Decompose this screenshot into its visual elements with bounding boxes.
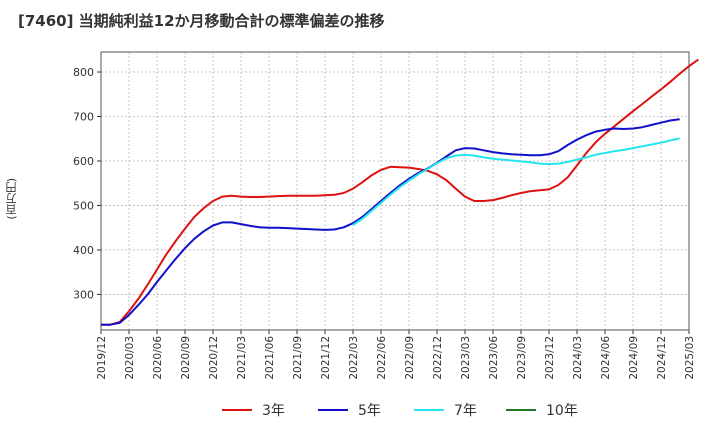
x-tick-label: 2022/03	[348, 336, 360, 380]
legend-item: 7年	[414, 400, 477, 420]
x-tick-label: 2024/12	[656, 336, 668, 380]
legend-item: 3年	[222, 400, 285, 420]
x-tick-label: 2023/06	[488, 336, 500, 380]
x-tick-label: 2021/12	[320, 336, 332, 380]
legend-swatch	[414, 409, 444, 411]
legend-swatch	[222, 409, 252, 411]
legend-label: 5年	[358, 403, 381, 419]
x-tick-label: 2024/03	[572, 336, 584, 380]
x-tick-label: 2024/09	[628, 336, 640, 380]
x-tick-label: 2023/09	[516, 336, 528, 380]
x-tick-label: 2020/06	[152, 336, 164, 380]
y-tick-label: 700	[73, 110, 94, 123]
legend-label: 3年	[262, 403, 285, 419]
chart-canvas: 300 400 500 600 700 800 2019/12 2020/03 2020/06 2…	[73, 51, 699, 380]
series-line-7年	[352, 137, 680, 226]
x-tick-label: 2021/06	[264, 336, 276, 380]
y-tick-label: 500	[73, 199, 94, 212]
x-tick-label: 2020/09	[180, 336, 192, 380]
x-tick-label: 2020/03	[124, 336, 136, 380]
chart-title: [7460] 当期純利益12か月移動合計の標準偏差の推移	[18, 12, 385, 30]
x-tick-label: 2023/03	[460, 336, 472, 380]
y-tick-label: 600	[73, 155, 94, 168]
x-tick-label: 2021/03	[236, 336, 248, 380]
x-tick-label: 2024/06	[600, 336, 612, 380]
legend-label: 10年	[546, 403, 578, 419]
legend-label: 7年	[454, 403, 477, 419]
x-tick-label: 2021/09	[292, 336, 304, 380]
x-tick-label: 2023/12	[544, 336, 556, 380]
series-line-3年	[101, 58, 699, 326]
y-tick-label: 300	[73, 288, 94, 301]
plot-frame	[100, 51, 690, 331]
legend-item: 10年	[506, 400, 578, 420]
x-tick-label: 2022/09	[404, 336, 416, 380]
x-tick-label: 2025/03	[684, 336, 696, 380]
legend-item: 5年	[318, 400, 381, 420]
series-line-5年	[101, 118, 680, 326]
legend: 3年 5年 7年 10年	[0, 400, 720, 424]
x-tick-label: 2020/12	[208, 336, 220, 380]
y-tick-label: 800	[73, 66, 94, 79]
y-tick-label: 400	[73, 244, 94, 257]
x-tick-label: 2022/06	[376, 336, 388, 380]
legend-swatch	[506, 409, 536, 411]
legend-swatch	[318, 409, 348, 411]
x-tick-label: 2019/12	[96, 336, 108, 380]
x-tick-label: 2022/12	[432, 336, 444, 380]
